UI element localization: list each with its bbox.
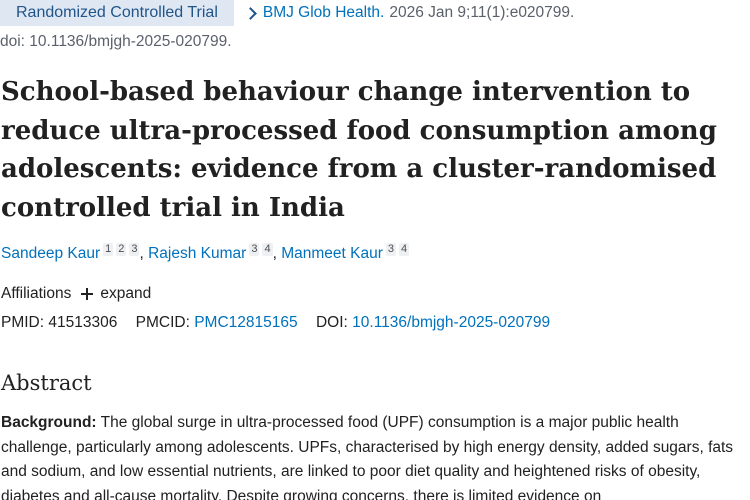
pmid-label: PMID: — [1, 314, 45, 331]
background-label: Background: — [1, 414, 97, 431]
affiliation-number-button[interactable]: 3 — [385, 243, 396, 256]
pmid-group: PMID: 41513306 — [1, 314, 122, 331]
expand-affiliations-button[interactable]: expand — [81, 285, 151, 303]
affiliation-number-button[interactable]: 2 — [116, 243, 127, 256]
background-text: The global surge in ultra-processed food… — [1, 414, 734, 500]
doi-link[interactable]: 10.1136/bmjgh-2025-020799 — [352, 314, 551, 331]
doi-label: DOI: — [315, 314, 348, 331]
identifiers-row: PMID: 41513306 PMCID: PMC12815165 DOI: 1… — [1, 314, 564, 332]
pmcid-label: PMCID: — [135, 314, 190, 331]
affiliation-number-button[interactable]: 3 — [249, 243, 260, 256]
publication-type-badge[interactable]: Randomized Controlled Trial — [0, 0, 234, 26]
citation-text: 2026 Jan 9;11(1):e020799. — [389, 4, 575, 21]
journal-link[interactable]: BMJ Glob Health. — [262, 4, 385, 21]
pmid-value: 41513306 — [48, 314, 118, 331]
affiliation-number-button[interactable]: 1 — [103, 243, 114, 256]
pmcid-group: PMCID: PMC12815165 — [136, 314, 302, 331]
author-link[interactable]: Rajesh Kumar — [148, 245, 247, 262]
doi-line: doi: 10.1136/bmjgh-2025-020799. — [0, 33, 232, 50]
pmcid-link[interactable]: PMC12815165 — [194, 314, 298, 331]
author-separator: , — [139, 245, 149, 262]
doi-group: DOI: 10.1136/bmjgh-2025-020799 — [316, 314, 550, 331]
affiliation-number-button[interactable]: 4 — [399, 243, 410, 256]
affiliation-number-button[interactable]: 3 — [129, 243, 140, 256]
affiliation-number-button[interactable]: 4 — [262, 243, 273, 256]
affiliations-label: Affiliations — [1, 285, 72, 302]
abstract-background-paragraph: Background: The global surge in ultra-pr… — [1, 411, 746, 500]
citation-row: Randomized Controlled Trial BMJ Glob Hea… — [0, 0, 574, 26]
abstract-heading: Abstract — [1, 371, 92, 395]
author-list: Sandeep Kaur 1 2 3, Rajesh Kumar 3 4, Manmeet… — [1, 243, 410, 263]
chevron-right-icon — [244, 6, 257, 20]
author-link[interactable]: Sandeep Kaur — [1, 245, 101, 262]
article-title: School-based behaviour change interventi… — [1, 77, 717, 223]
author-separator: , — [272, 245, 282, 262]
expand-label: expand — [100, 285, 152, 302]
author-link[interactable]: Manmeet Kaur — [281, 245, 383, 262]
plus-icon — [81, 288, 94, 300]
affiliations-row: Affiliations expand — [1, 285, 151, 303]
